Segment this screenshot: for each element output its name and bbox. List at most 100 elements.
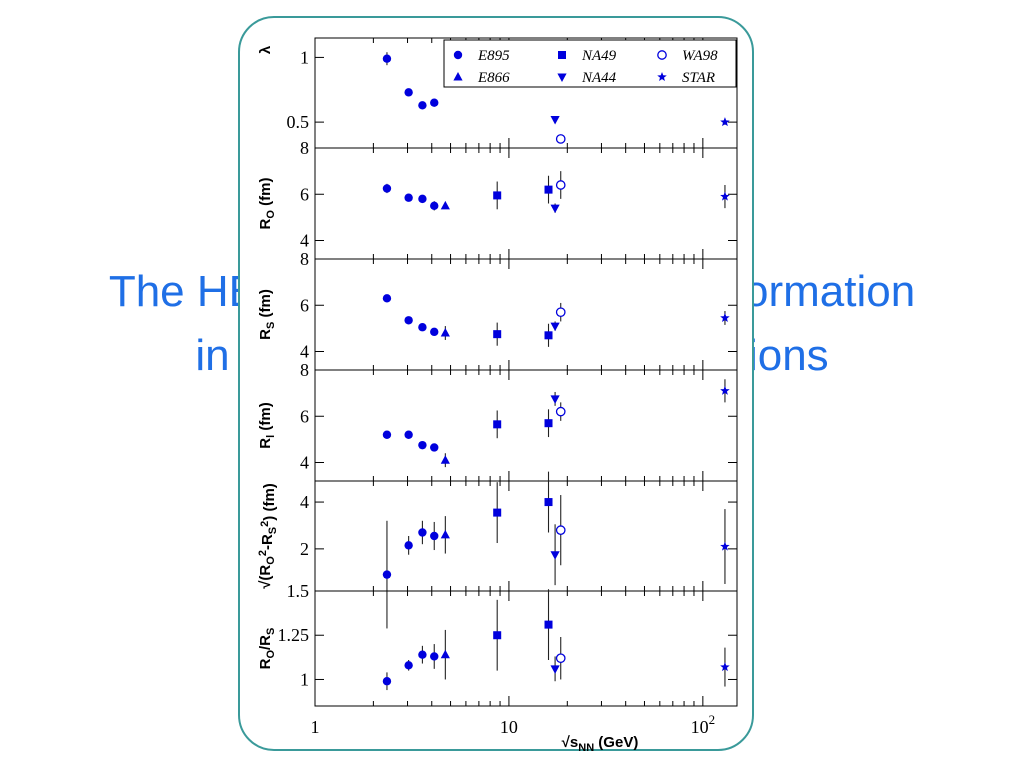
data-point-e895	[418, 101, 427, 110]
series-na49	[493, 322, 553, 347]
data-point-na49	[544, 620, 553, 629]
y-tick-label: 4	[300, 231, 309, 251]
series-star	[720, 379, 730, 403]
legend-label-star: STAR	[682, 70, 715, 86]
y-tick-label: 4	[300, 453, 309, 473]
y-tick-label: 8	[300, 360, 309, 380]
data-point-star	[720, 117, 730, 127]
data-point-na49	[493, 330, 502, 339]
data-point-e895	[430, 443, 439, 452]
panel-rl: 8 6 4 Rl (fm)	[257, 360, 737, 481]
data-point-e895	[430, 201, 439, 211]
series-na44	[550, 656, 560, 682]
panel-rs: 8 6 4 RS (fm)	[257, 249, 737, 370]
y-axis-label: RO (fm)	[257, 178, 277, 230]
data-point-e895	[382, 294, 392, 303]
plot-frame	[314, 37, 738, 707]
series-e866	[440, 453, 450, 468]
panel-lambda: 1 0.5 λ	[257, 38, 737, 148]
y-tick-label: 6	[300, 295, 309, 315]
legend-marker-na49	[558, 51, 566, 59]
data-point-na49	[493, 631, 502, 640]
data-point-na49	[493, 191, 502, 200]
series-e895	[382, 52, 439, 110]
data-point-na44	[550, 116, 560, 125]
series-e866	[440, 200, 450, 210]
data-point-na49	[493, 508, 502, 517]
y-tick-label: 4	[300, 342, 309, 362]
figure-frame	[238, 16, 754, 751]
data-point-na49	[493, 420, 502, 429]
data-point-wa98	[555, 406, 566, 417]
data-point-e866	[440, 200, 450, 210]
data-point-na44	[550, 204, 560, 214]
data-point-wa98	[555, 180, 566, 190]
y-axis-label: Rl (fm)	[257, 402, 277, 448]
series-star	[720, 185, 730, 209]
data-point-star	[720, 191, 730, 201]
series-na44	[550, 116, 560, 125]
series-wa98	[555, 171, 566, 199]
data-point-e895	[382, 430, 392, 439]
x-tick-label: 10	[500, 717, 518, 737]
series-e895	[382, 294, 439, 337]
data-point-e895	[404, 88, 413, 97]
legend: E895 NA49 WA98 E866 NA44 STAR	[443, 39, 737, 88]
legend-marker-e895	[453, 50, 463, 60]
y-tick-label: 2	[300, 539, 309, 559]
data-point-e895	[430, 98, 439, 107]
series-e895	[382, 644, 439, 691]
series-e895	[382, 183, 439, 211]
legend-label-e866: E866	[477, 70, 510, 86]
data-point-star	[720, 662, 730, 672]
series-e866	[440, 516, 450, 554]
data-point-star	[720, 385, 730, 395]
data-point-e866	[440, 529, 450, 539]
series-e866	[440, 326, 450, 340]
legend-marker-star	[657, 72, 667, 82]
data-point-na49	[544, 419, 553, 428]
series-wa98	[555, 134, 566, 144]
data-point-wa98	[555, 525, 566, 535]
data-point-na49	[544, 331, 553, 340]
x-tick-label: 1	[311, 717, 320, 737]
legend-label-e895: E895	[477, 48, 510, 64]
legend-marker-na44	[557, 73, 567, 82]
series-wa98	[555, 637, 566, 680]
data-point-e895	[418, 440, 427, 450]
data-point-e895	[382, 184, 392, 193]
legend-label-na49: NA49	[581, 48, 617, 64]
x-tick-label: 102	[691, 712, 716, 737]
data-point-e895	[418, 194, 427, 204]
data-point-e895	[382, 677, 392, 686]
y-axis-label: λ	[257, 45, 274, 54]
data-point-e866	[440, 328, 450, 337]
series-wa98	[555, 495, 566, 566]
series-na49	[493, 175, 553, 210]
data-point-e895	[430, 531, 439, 541]
legend-label-na44: NA44	[581, 70, 617, 86]
series-star	[720, 311, 730, 325]
panel-diff: 4 2 √(RO2-RS2) (fm)	[257, 471, 737, 629]
data-point-na44	[550, 551, 560, 560]
series-na44	[550, 524, 560, 586]
data-point-e895	[404, 193, 413, 202]
legend-marker-wa98	[657, 50, 667, 60]
data-point-na49	[544, 498, 553, 507]
data-point-star	[720, 541, 730, 551]
series-na44	[550, 203, 560, 214]
data-point-e895	[430, 327, 439, 337]
series-na44	[550, 321, 560, 332]
data-point-e895	[430, 652, 439, 661]
data-point-na44	[550, 665, 560, 674]
y-tick-label: 6	[300, 184, 309, 204]
y-tick-label: 1.5	[287, 581, 310, 601]
series-wa98	[555, 302, 566, 322]
data-point-star	[720, 312, 730, 323]
y-axis-label: √(RO2-RS2) (fm)	[257, 483, 279, 589]
y-tick-label: 6	[300, 406, 309, 426]
data-point-e866	[440, 455, 450, 464]
y-tick-label: 1	[300, 47, 309, 67]
series-wa98	[555, 402, 566, 421]
